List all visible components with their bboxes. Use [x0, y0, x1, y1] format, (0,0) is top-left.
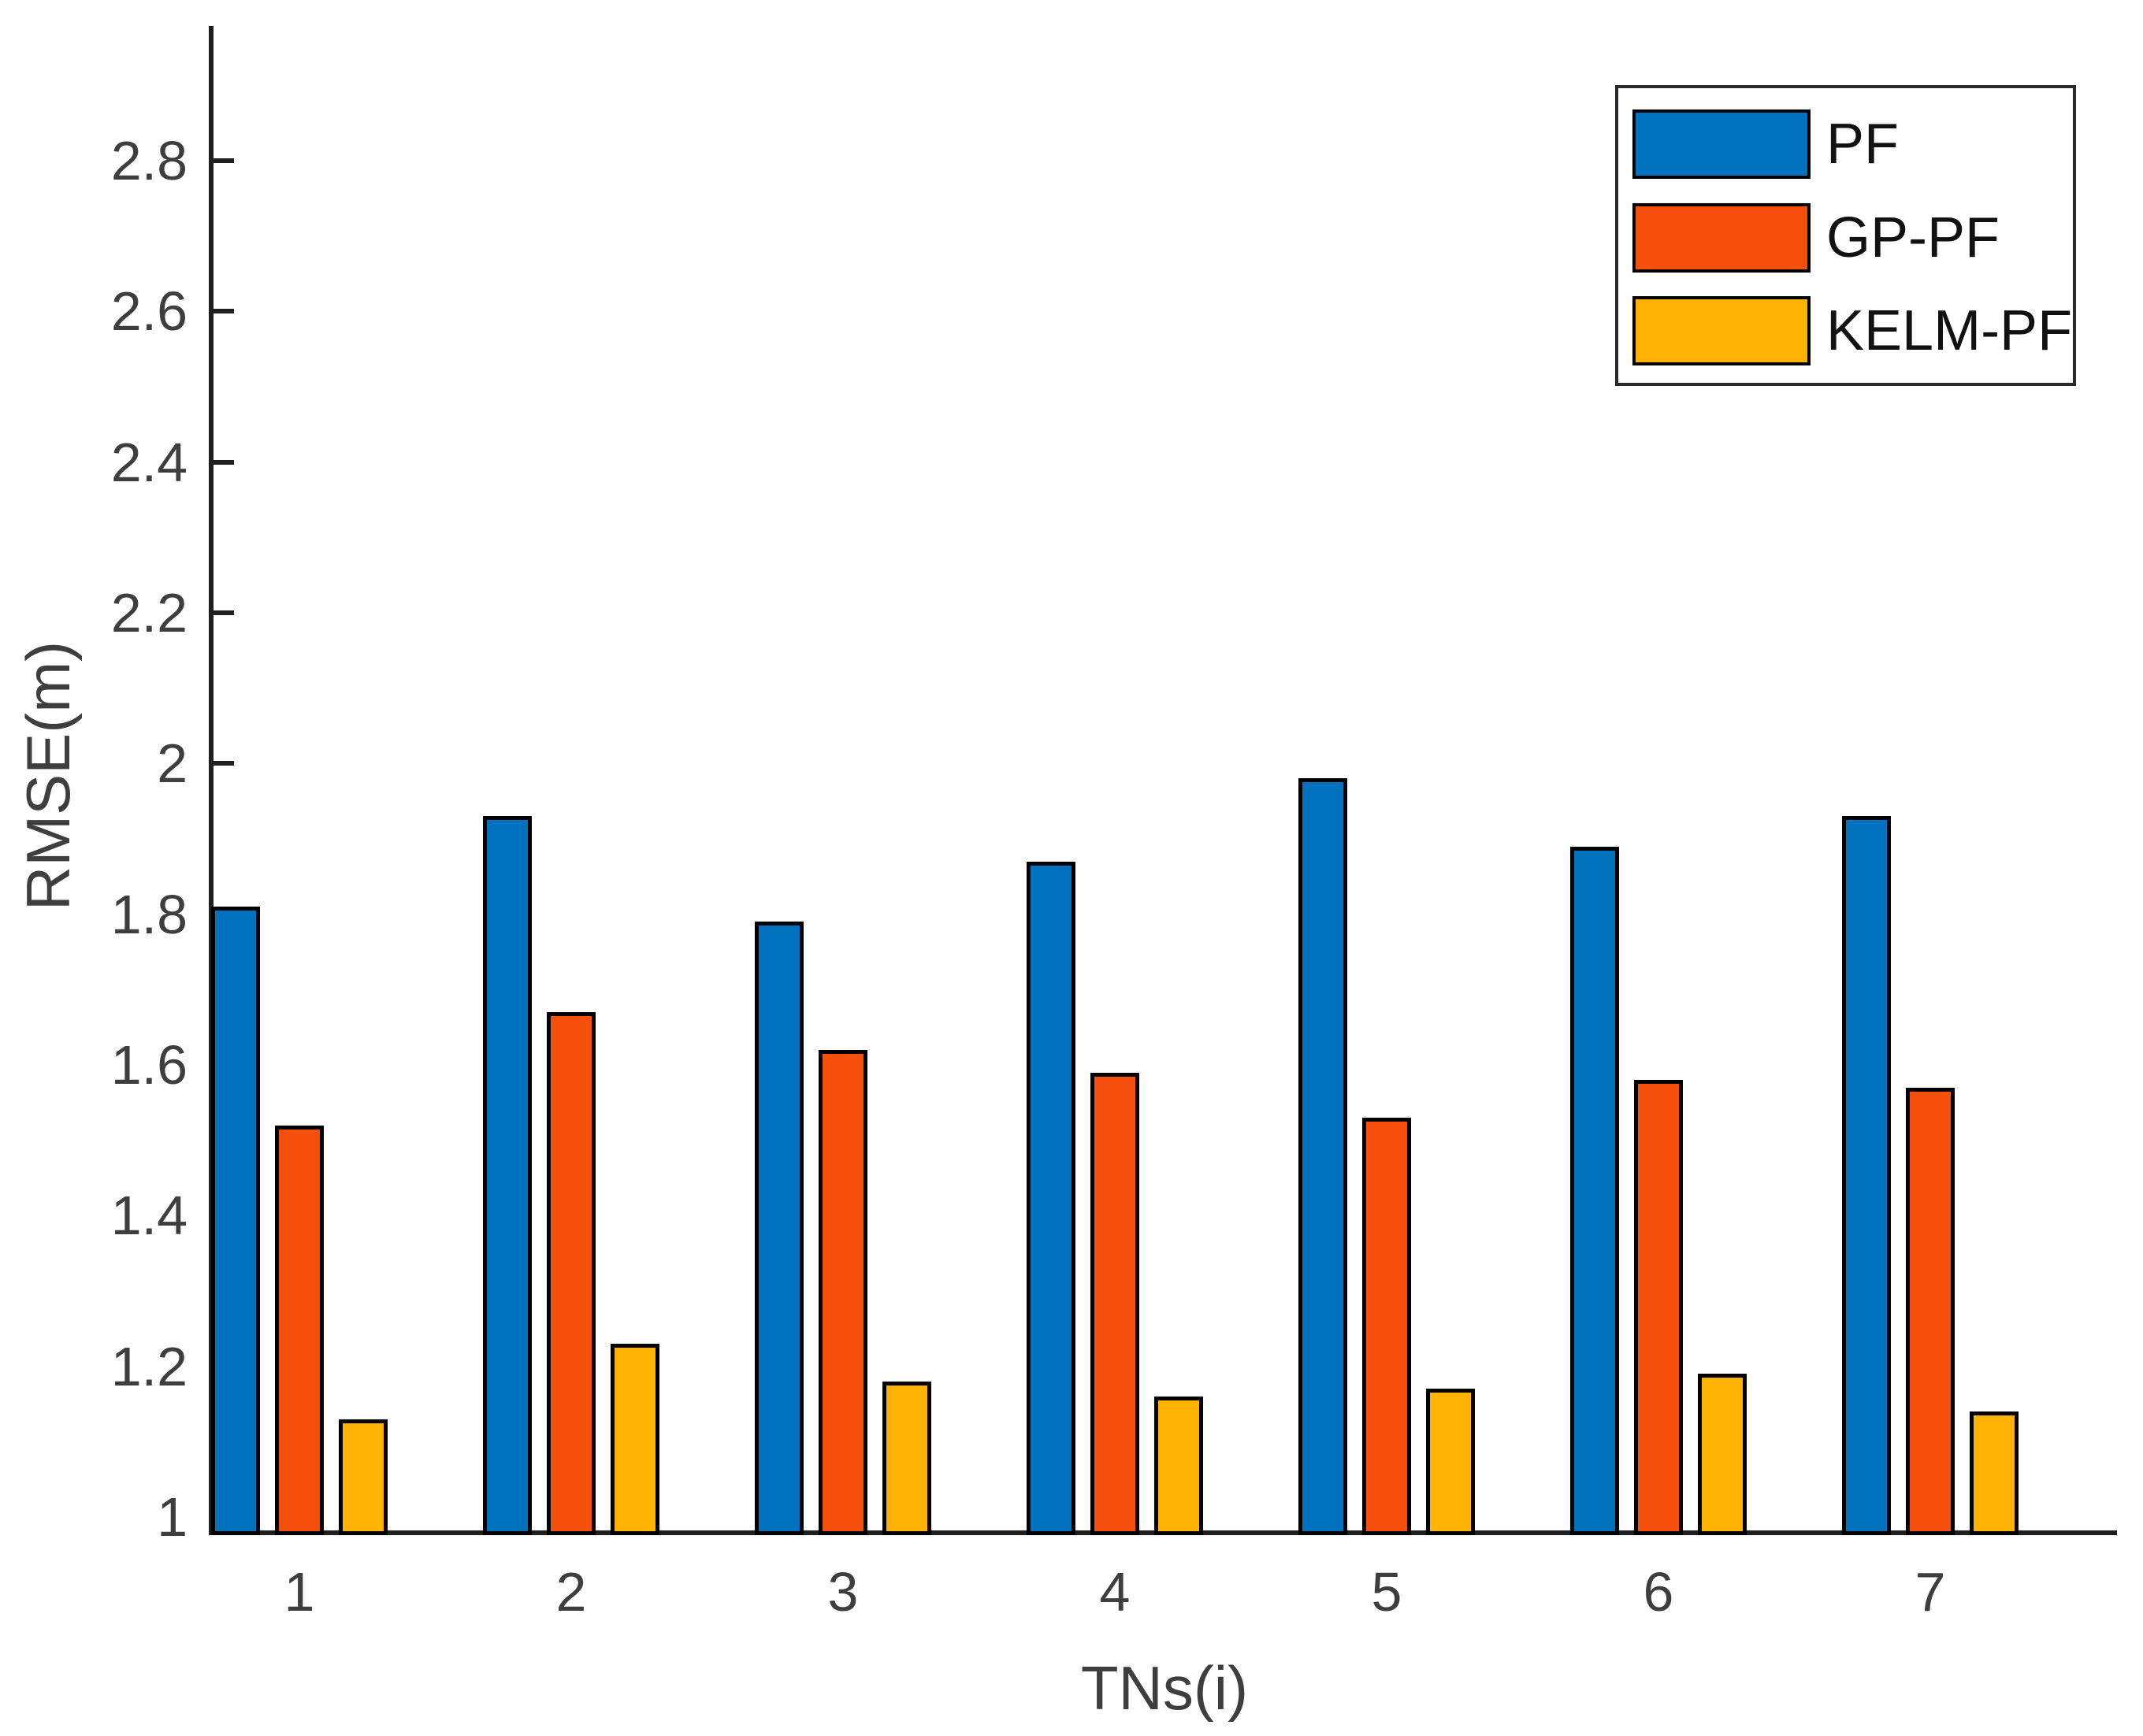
x-tick-label: 6 [1643, 1561, 1674, 1623]
y-axis-spine [209, 26, 214, 1535]
y-tick-mark [214, 459, 234, 465]
legend-swatch-kelm-pf [1632, 296, 1811, 365]
legend-label-kelm-pf: KELM-PF [1826, 299, 2073, 362]
bar-kelm-pf-1 [339, 1419, 388, 1535]
x-tick-label: 3 [827, 1561, 859, 1623]
bar-pf-7 [1842, 816, 1891, 1535]
y-tick-label: 2 [157, 733, 188, 795]
bar-gp-pf-7 [1906, 1087, 1955, 1535]
bar-pf-3 [755, 922, 804, 1535]
x-tick-label: 4 [1099, 1561, 1131, 1623]
y-tick-mark [214, 309, 234, 314]
bar-pf-2 [483, 816, 532, 1535]
x-axis-label: TNs(i) [1080, 1653, 1249, 1723]
legend-swatch-gp-pf [1632, 203, 1811, 273]
y-tick-label: 1.6 [110, 1033, 188, 1096]
x-tick-label: 1 [284, 1561, 315, 1623]
bar-gp-pf-4 [1090, 1072, 1139, 1535]
y-tick-label: 2.8 [110, 129, 188, 191]
y-tick-mark [214, 761, 234, 766]
x-tick-label: 5 [1371, 1561, 1402, 1623]
y-tick-label: 2.4 [110, 431, 188, 493]
legend-label-gp-pf: GP-PF [1826, 206, 2000, 269]
bar-kelm-pf-5 [1426, 1389, 1475, 1535]
y-tick-mark [214, 610, 234, 615]
bar-kelm-pf-6 [1698, 1374, 1747, 1535]
bar-kelm-pf-3 [882, 1381, 931, 1535]
bar-pf-4 [1027, 861, 1075, 1535]
bar-kelm-pf-4 [1154, 1396, 1203, 1535]
bar-gp-pf-3 [819, 1049, 867, 1535]
x-tick-label: 2 [555, 1561, 587, 1623]
y-tick-label: 1 [157, 1486, 188, 1548]
y-tick-label: 2.6 [110, 280, 188, 343]
legend-label-pf: PF [1826, 113, 1900, 176]
y-tick-label: 1.8 [110, 883, 188, 945]
bar-pf-1 [211, 907, 260, 1535]
legend-swatch-pf [1632, 109, 1811, 179]
bar-gp-pf-2 [547, 1012, 596, 1535]
bar-kelm-pf-2 [611, 1343, 659, 1535]
bar-gp-pf-1 [275, 1125, 324, 1535]
y-axis-label: RMSE(m) [13, 640, 83, 911]
y-tick-label: 1.2 [110, 1335, 188, 1397]
y-tick-label: 1.4 [110, 1185, 188, 1247]
bar-kelm-pf-7 [1970, 1411, 2019, 1535]
x-tick-label: 7 [1915, 1561, 1946, 1623]
bar-gp-pf-6 [1634, 1080, 1683, 1535]
y-tick-mark [214, 158, 234, 163]
bar-gp-pf-5 [1362, 1117, 1411, 1535]
y-tick-label: 2.2 [110, 581, 188, 644]
bar-pf-5 [1298, 778, 1347, 1535]
bar-pf-6 [1570, 846, 1619, 1535]
